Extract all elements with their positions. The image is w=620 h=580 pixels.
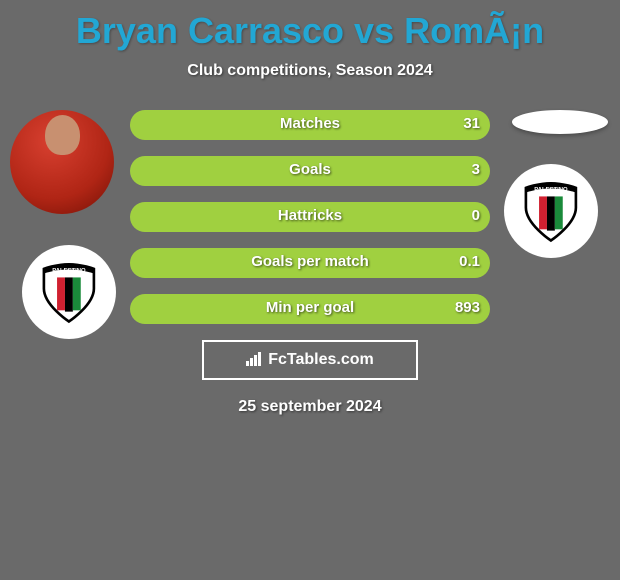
stat-row: Matches 31 xyxy=(130,110,490,140)
stat-value-right: 3 xyxy=(472,161,480,178)
stat-label: Hattricks xyxy=(278,207,342,224)
stat-value-right: 31 xyxy=(463,115,480,132)
player-left-photo xyxy=(10,110,114,214)
club-badge-left: PALESTINO xyxy=(22,245,116,339)
stats-list: Matches 31 Goals 3 Hattricks 0 Goals per match… xyxy=(130,110,490,324)
stat-row: Goals per match 0.1 xyxy=(130,248,490,278)
palestino-badge-icon: PALESTINO xyxy=(504,164,598,258)
stat-label: Goals xyxy=(289,161,331,178)
player-right-flag xyxy=(512,110,608,134)
stat-value-right: 0 xyxy=(472,207,480,224)
page-title: Bryan Carrasco vs RomÃ¡n xyxy=(0,0,620,52)
brand-text: FcTables.com xyxy=(268,351,374,369)
stat-row: Goals 3 xyxy=(130,156,490,186)
stat-label: Matches xyxy=(280,115,340,132)
stat-label: Goals per match xyxy=(251,253,369,270)
stat-value-right: 893 xyxy=(455,299,480,316)
stat-row: Min per goal 893 xyxy=(130,294,490,324)
svg-text:PALESTINO: PALESTINO xyxy=(534,187,568,193)
club-badge-right: PALESTINO xyxy=(504,164,598,258)
palestino-badge-icon: PALESTINO xyxy=(22,245,116,339)
svg-text:PALESTINO: PALESTINO xyxy=(52,268,86,274)
stat-bar-right xyxy=(310,156,490,186)
stat-label: Min per goal xyxy=(266,299,354,316)
date-label: 25 september 2024 xyxy=(0,398,620,416)
chart-icon xyxy=(246,352,264,369)
stat-row: Hattricks 0 xyxy=(130,202,490,232)
brand-box: FcTables.com xyxy=(202,340,418,380)
stat-value-right: 0.1 xyxy=(459,253,480,270)
comparison-panel: PALESTINO PALESTINO Matches 31 Goals 3 Hattr… xyxy=(0,110,620,416)
subtitle: Club competitions, Season 2024 xyxy=(0,62,620,80)
stat-bar-left xyxy=(130,156,310,186)
